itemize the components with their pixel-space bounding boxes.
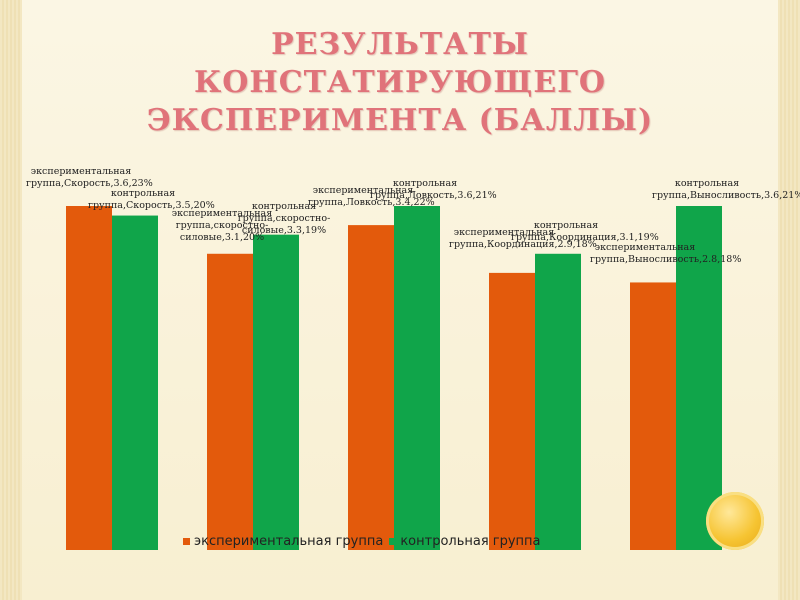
chart-legend: экспериментальная группа контрольная гру… <box>183 532 541 550</box>
bar-experimental-1 <box>207 253 253 550</box>
bar-control-3 <box>535 253 581 550</box>
data-label-control-2: контрольная группа,Ловкость,3.6,21% <box>370 178 497 201</box>
slide-title-line-1: РЕЗУЛЬТАТЫ КОНСТАТИРУЮЩЕГО <box>193 27 607 100</box>
data-label-experimental-2: экспериментальная группа,Ловкость,3.4,22… <box>308 185 435 209</box>
bar-control-2 <box>394 206 440 550</box>
legend-swatch-experimental <box>183 537 190 545</box>
data-label-experimental-1: экспериментальная группа,скоростно-силов… <box>171 207 273 243</box>
data-label-control-1: контрольная группа,скоростно-силовые,3.3… <box>237 200 331 236</box>
slide-title-line-2: ЭКСПЕРИМЕНТА (БАЛЛЫ) <box>146 103 654 138</box>
legend-label-experimental: экспериментальная группа <box>194 533 384 549</box>
bar-control-0 <box>112 215 158 551</box>
decorative-circle <box>706 492 764 550</box>
bar-experimental-4 <box>630 282 676 550</box>
bar-control-4 <box>676 206 722 550</box>
data-label-control-3: контрольная группа,Координация,3.1,19% <box>511 219 659 243</box>
data-label-experimental-4: экспериментальная группа,Выносливость,2.… <box>590 242 742 266</box>
data-label-experimental-0: экспериментальная группа,Скорость,3.6,23… <box>26 166 153 189</box>
legend-item-experimental: экспериментальная группа <box>183 534 383 549</box>
data-label-control-4: контрольная группа,Выносливость,3.6,21% <box>652 178 800 201</box>
legend-item-control: контрольная группа <box>389 533 541 549</box>
bar-chart: экспериментальная группа,Скорость,3.6,23… <box>26 150 800 560</box>
bar-experimental-2 <box>348 225 394 550</box>
bar-control-1 <box>253 234 299 550</box>
right-border-decoration <box>778 0 800 600</box>
legend-label-control: контрольная группа <box>400 533 541 549</box>
left-border-decoration <box>0 0 22 600</box>
bar-experimental-0 <box>66 206 112 550</box>
legend-swatch-control <box>389 537 397 545</box>
data-label-control-0: контрольная группа,Скорость,3.5,20% <box>88 187 215 211</box>
bar-experimental-3 <box>489 272 535 550</box>
data-label-experimental-3: экспериментальная группа,Координация,2.9… <box>449 226 597 250</box>
slide-title: РЕЗУЛЬТАТЫ КОНСТАТИРУЮЩЕГО ЭКСПЕРИМЕНТА … <box>60 26 740 140</box>
bar-chart-plot <box>66 206 722 551</box>
